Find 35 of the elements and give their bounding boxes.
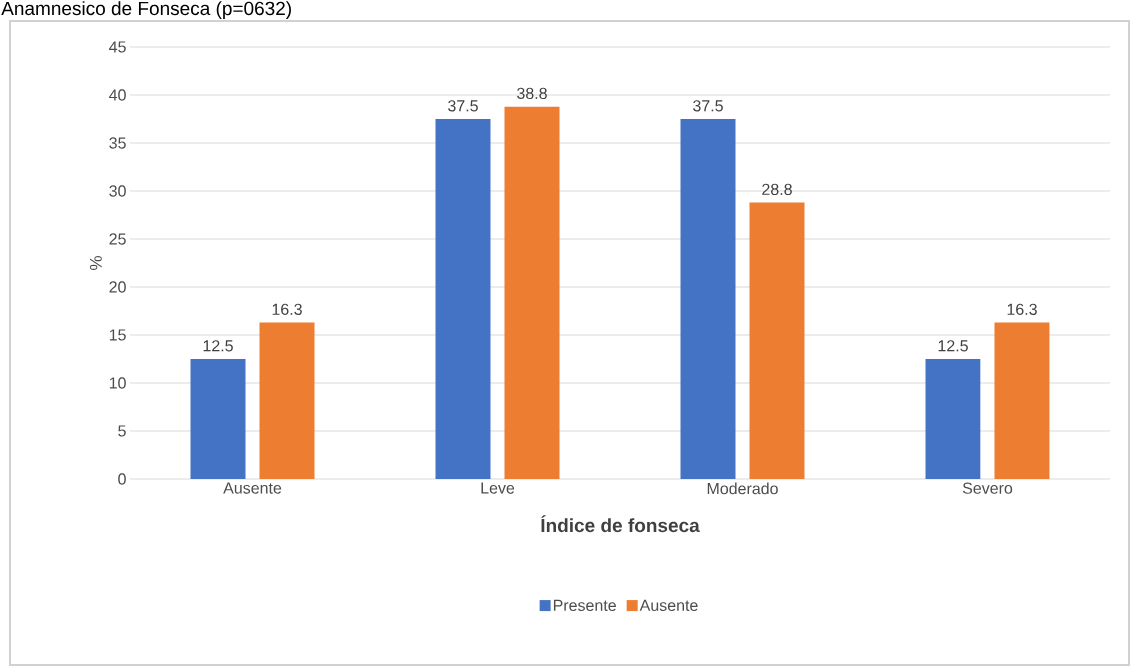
x-tick-label: Moderado xyxy=(707,482,778,495)
y-tick-label: 35 xyxy=(109,137,126,149)
y-tick-label: 5 xyxy=(118,425,126,437)
chart-title: Anamnesico de Fonseca (p=0632) xyxy=(1,1,291,19)
bar xyxy=(504,106,560,479)
x-axis-title: Índice de fonseca xyxy=(541,515,700,533)
bar xyxy=(994,322,1050,479)
data-label: 37.5 xyxy=(448,100,478,112)
y-axis-title: % xyxy=(89,256,102,270)
data-label: 38.8 xyxy=(517,87,547,99)
legend-label: Presente xyxy=(553,599,616,611)
y-tick-label: 0 xyxy=(118,473,126,485)
y-tick-label: 30 xyxy=(109,185,126,197)
bar xyxy=(925,358,981,479)
bar xyxy=(749,202,805,479)
y-tick-label: 25 xyxy=(109,233,126,245)
data-label: 12.5 xyxy=(203,340,233,352)
y-tick-label: 10 xyxy=(109,377,126,389)
data-label: 16.3 xyxy=(272,303,302,315)
legend-label: Ausente xyxy=(639,599,698,611)
data-label: 37.5 xyxy=(693,100,723,112)
bar xyxy=(680,119,736,479)
bar xyxy=(190,358,246,479)
y-tick-label: 40 xyxy=(109,89,126,101)
x-tick-label: Leve xyxy=(481,482,515,494)
bar xyxy=(435,119,491,479)
y-tick-label: 20 xyxy=(109,281,126,293)
y-tick-label: 15 xyxy=(109,329,126,341)
y-tick-label: 45 xyxy=(109,41,126,53)
x-tick-label: Severo xyxy=(962,482,1013,494)
data-label: 12.5 xyxy=(938,340,968,352)
x-tick-label: Ausente xyxy=(223,482,282,494)
data-label: 28.8 xyxy=(762,183,792,195)
bar xyxy=(259,322,315,479)
data-label: 16.3 xyxy=(1007,303,1037,315)
